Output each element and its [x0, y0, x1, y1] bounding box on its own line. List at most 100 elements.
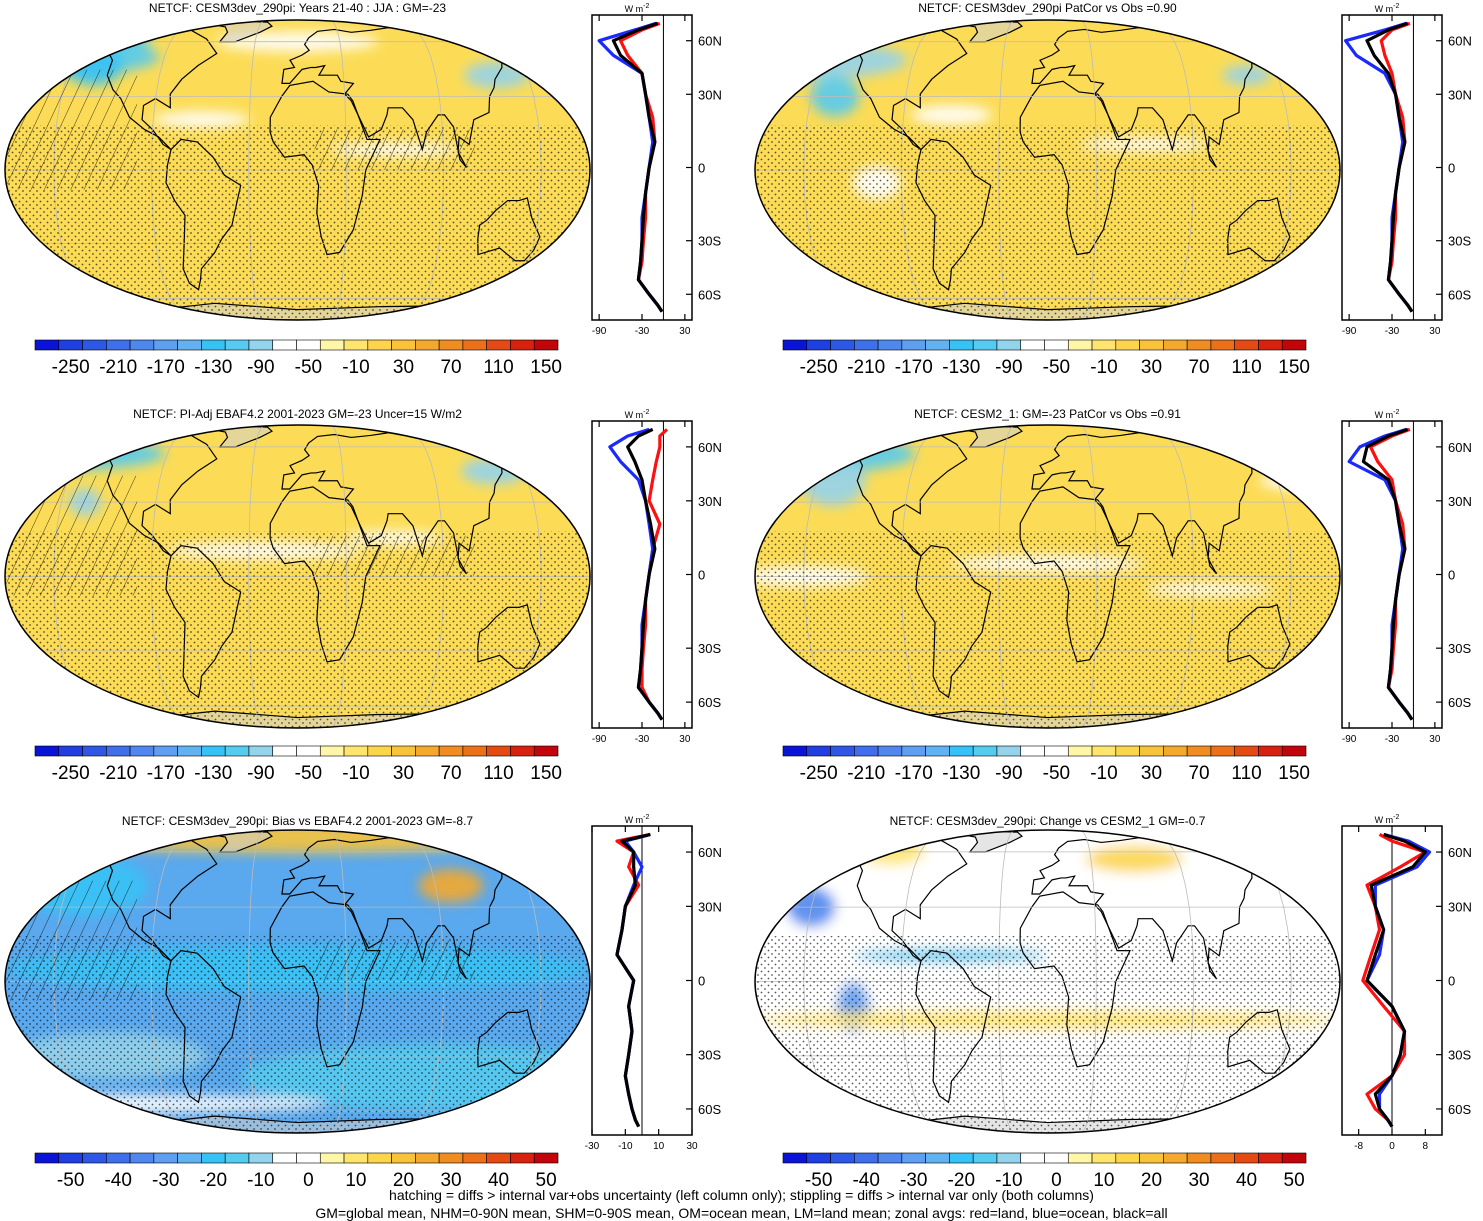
zonal-line-all — [626, 427, 664, 721]
colorbar-swatch — [177, 339, 202, 351]
lat-tick-label: 30N — [1448, 87, 1472, 102]
stippling — [755, 936, 1340, 1133]
colorbar-swatch — [438, 745, 464, 757]
map-border — [4, 424, 591, 729]
zonal-frame — [1341, 14, 1443, 321]
colorbar-label: -50 — [805, 1170, 832, 1191]
colorbar-swatch — [510, 745, 535, 757]
panel-5: NETCF: CESM3dev_290pi: Bias vs EBAF4.2 2… — [4, 814, 722, 1191]
colorbar-label: -210 — [99, 357, 137, 378]
colorbar-swatch — [438, 1152, 464, 1164]
colorbar-swatch — [1067, 745, 1093, 757]
colorbar-swatch — [1163, 745, 1188, 757]
colorbar-swatch — [877, 339, 903, 351]
zonal-line-all — [1365, 832, 1427, 1128]
colorbar-swatch — [1258, 339, 1283, 351]
colorbar: -250 -210 -170 -130 -90 -50 -10 30 70 110 150 — [34, 745, 562, 784]
footnote-hatching: hatching = diffs > internal var+obs unce… — [389, 1187, 1094, 1203]
lat-tick-label: 60S — [1448, 695, 1471, 710]
colorbar-label: -40 — [104, 1170, 131, 1191]
colorbar-swatch — [1091, 1152, 1117, 1164]
colorbar-swatch — [1139, 1152, 1164, 1164]
x-tick-label: 0 — [1389, 1141, 1395, 1152]
colorbar-label: 150 — [1278, 357, 1310, 378]
colorbar-swatch — [1281, 745, 1307, 757]
lat-tick-label: 60S — [698, 1102, 721, 1117]
panel-3: NETCF: PI-Adj EBAF4.2 2001-2023 GM=-23 U… — [4, 407, 722, 784]
panel-title: NETCF: CESM3dev_290pi: Bias vs EBAF4.2 2… — [122, 814, 473, 828]
colorbar-label: -30 — [152, 1170, 179, 1191]
colorbar-swatch — [438, 339, 464, 351]
lat-tick-label: 0 — [698, 974, 705, 989]
colorbar-swatch — [82, 1152, 107, 1164]
colorbar-swatch — [830, 339, 855, 351]
x-tick-label: -90 — [592, 734, 607, 745]
colorbar-swatch — [925, 339, 950, 351]
zonal-line-all — [1361, 427, 1414, 721]
colorbar-swatch — [1258, 1152, 1283, 1164]
lat-tick-label: 60N — [1448, 34, 1472, 49]
lat-tick-label: 0 — [1448, 974, 1455, 989]
colorbar-label: 10 — [345, 1170, 366, 1191]
colorbar-swatch — [972, 745, 998, 757]
colorbar-swatch — [854, 745, 879, 757]
hatching — [5, 69, 138, 190]
panel-1: NETCF: CESM3dev_290pi: Years 21-40 : JJA… — [4, 1, 722, 378]
colorbar-swatch — [533, 339, 559, 351]
lat-tick-label: 30N — [698, 87, 722, 102]
colorbar-label: -50 — [295, 357, 322, 378]
lat-tick-label: 60S — [1448, 287, 1471, 302]
zonal-frame — [591, 14, 693, 321]
colorbar-swatch — [1234, 745, 1259, 757]
map-border — [754, 19, 1341, 321]
colorbar-swatch — [34, 745, 60, 757]
colorbar-label: 70 — [1188, 357, 1209, 378]
colorbar-label: 20 — [1141, 1170, 1162, 1191]
x-tick-label: -30 — [1385, 326, 1400, 337]
colorbar-swatch — [106, 1152, 131, 1164]
colorbar-label: -130 — [194, 763, 232, 784]
colorbar: -250 -210 -170 -130 -90 -50 -10 30 70 110 150 — [34, 339, 562, 378]
colorbar-swatch — [177, 1152, 202, 1164]
colorbar-swatch — [391, 1152, 416, 1164]
colorbar-swatch — [1281, 339, 1307, 351]
hatching — [314, 129, 475, 170]
lat-tick-label: 30S — [698, 234, 721, 249]
anomaly-blob — [1085, 845, 1184, 873]
colorbar-label: 30 — [393, 763, 414, 784]
colorbar-label: 50 — [1284, 1170, 1305, 1191]
map — [755, 20, 1340, 320]
lat-tick-label: 0 — [698, 568, 705, 583]
colorbar-label: 20 — [393, 1170, 414, 1191]
colorbar-swatch — [1139, 745, 1164, 757]
colorbar-swatch — [153, 745, 178, 757]
colorbar: -50 -40 -30 -20 -10 0 10 20 30 40 50 — [782, 1152, 1307, 1191]
zonal-unit: W m-2 — [625, 409, 650, 420]
colorbar-label: -20 — [948, 1170, 975, 1191]
colorbar-label: -10 — [247, 1170, 274, 1191]
colorbar-swatch — [415, 745, 440, 757]
zonal-plot: W m-2 60N 30N 0 30S 60S -90 -30 30 — [1341, 409, 1472, 745]
colorbar-label: 30 — [440, 1170, 461, 1191]
colorbar-swatch — [1281, 1152, 1307, 1164]
colorbar-swatch — [949, 745, 974, 757]
colorbar-swatch — [248, 745, 274, 757]
colorbar-swatch — [877, 745, 903, 757]
colorbar-label: 30 — [1188, 1170, 1209, 1191]
coastline-eurasia — [281, 24, 548, 168]
colorbar-swatch — [58, 339, 83, 351]
zonal-plot: W m-2 60N 30N 0 30S 60S -90 -30 30 — [591, 409, 722, 745]
colorbar-swatch — [1210, 1152, 1235, 1164]
zonal-plot: W m-2 60N 30N 0 30S 60S -30 -10 10 30 — [585, 814, 722, 1152]
colorbar-swatch — [272, 745, 297, 757]
colorbar-label: -210 — [847, 763, 885, 784]
colorbar-swatch — [972, 339, 998, 351]
x-tick-label: 30 — [679, 326, 691, 337]
colorbar-swatch — [806, 745, 831, 757]
x-tick-label: -8 — [1354, 1141, 1363, 1152]
colorbar-swatch — [877, 1152, 903, 1164]
hatching — [5, 880, 138, 1001]
colorbar-swatch — [391, 745, 416, 757]
map — [755, 830, 1340, 1133]
colorbar-label: 110 — [483, 763, 513, 784]
